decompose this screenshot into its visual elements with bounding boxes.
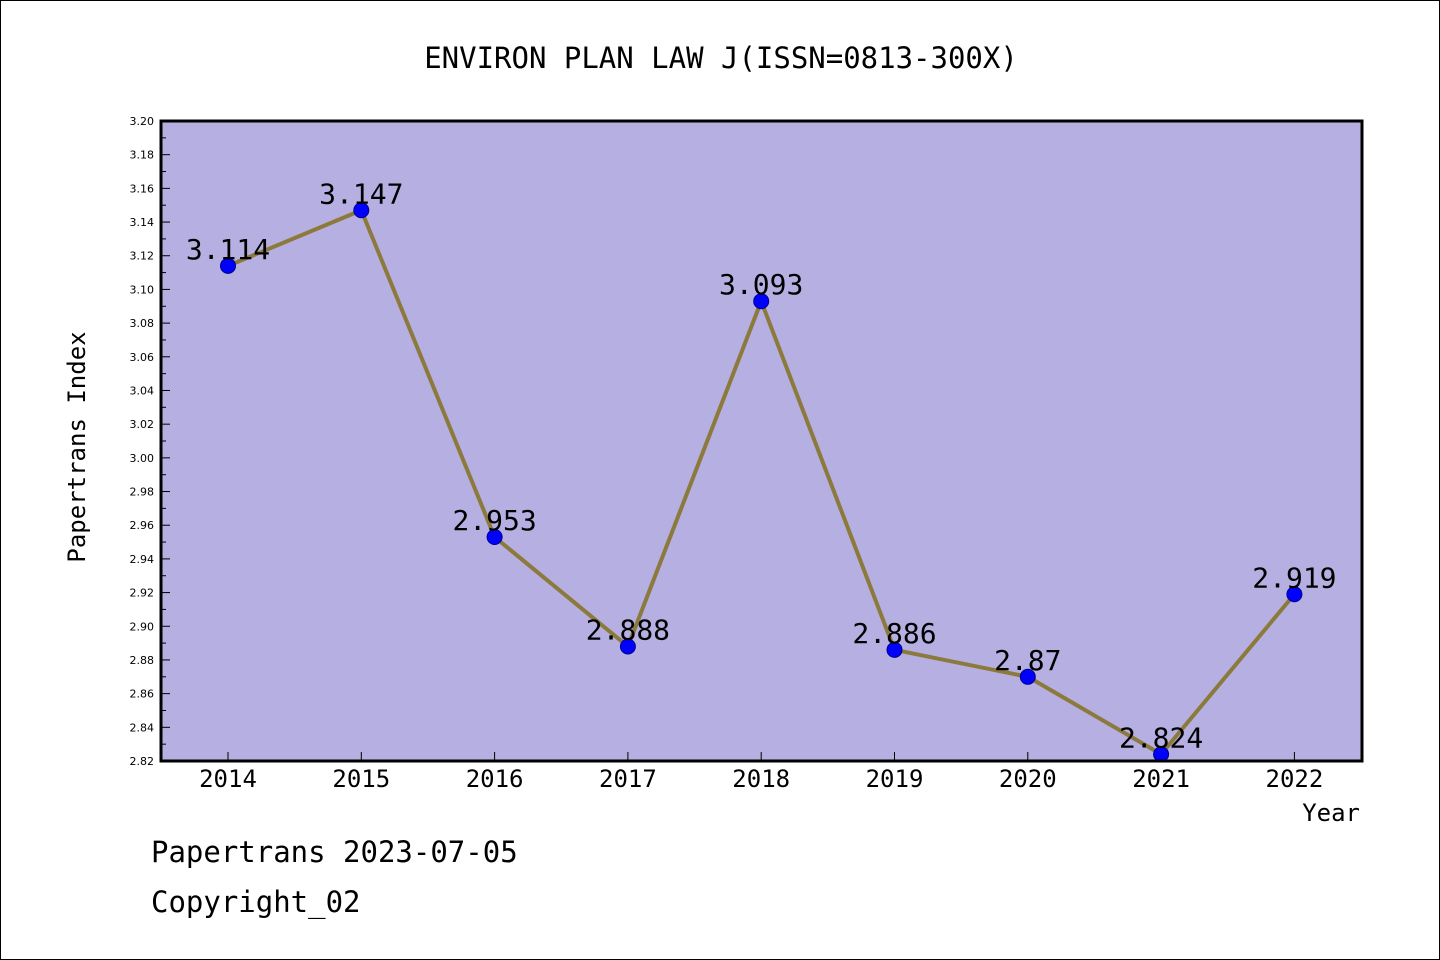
data-label: 2.824	[1119, 721, 1203, 754]
data-point	[753, 293, 770, 310]
data-point	[886, 641, 903, 658]
data-label: 2.87	[994, 644, 1061, 677]
y-tick-label: 2.82	[130, 755, 155, 768]
y-tick-label: 3.16	[130, 182, 155, 195]
y-tick-label: 3.06	[130, 351, 155, 364]
y-tick-label: 3.12	[130, 250, 155, 263]
y-axis: 2.82 2.84 2.86 2.88 2.90 2.92 2.94 2.96 2.98 3.00…	[130, 115, 170, 768]
x-tick-label: 2016	[466, 765, 524, 793]
y-tick-label: 2.90	[130, 620, 155, 633]
x-axis-label: Year	[1302, 799, 1360, 827]
x-axis: 2014 2015 2016 2017 2018 2019 2020 2021 2022	[199, 752, 1323, 793]
y-tick-label: 2.98	[130, 486, 155, 499]
y-tick-label: 2.88	[130, 654, 155, 667]
footer-date: Papertrans 2023-07-05	[151, 835, 518, 869]
data-label: 2.919	[1252, 561, 1336, 594]
y-tick-label: 3.14	[130, 216, 155, 229]
data-point	[1019, 668, 1036, 685]
data-point	[619, 638, 636, 655]
y-tick-label: 2.96	[130, 519, 155, 532]
x-tick-label: 2018	[732, 765, 790, 793]
x-tick-label: 2019	[866, 765, 924, 793]
x-tick-label: 2015	[332, 765, 390, 793]
plot-border	[159, 119, 1364, 763]
x-tick-label: 2017	[599, 765, 657, 793]
plot-area	[161, 121, 1362, 761]
y-tick-label: 2.86	[130, 688, 155, 701]
y-tick-label: 3.04	[130, 384, 155, 397]
y-tick-label: 3.08	[130, 317, 155, 330]
data-label: 2.888	[586, 613, 670, 646]
data-label: 3.114	[186, 233, 270, 266]
x-tick-label: 2022	[1266, 765, 1324, 793]
data-label: 2.953	[452, 504, 536, 537]
chart-title: ENVIRON PLAN LAW J(ISSN=0813-300X)	[424, 41, 1018, 75]
y-tick-label: 2.84	[130, 721, 155, 734]
data-label: 2.886	[852, 617, 936, 650]
data-label: 3.147	[319, 177, 403, 210]
y-tick-label: 3.18	[130, 149, 155, 162]
y-tick-label: 2.92	[130, 587, 155, 600]
data-point	[486, 529, 503, 545]
y-tick-label: 3.00	[130, 452, 155, 465]
y-tick-label: 3.02	[130, 418, 155, 431]
x-tick-label: 2021	[1132, 765, 1190, 793]
data-point	[1286, 586, 1303, 603]
x-tick-label: 2020	[999, 765, 1057, 793]
data-point	[353, 202, 370, 219]
y-tick-label: 3.20	[130, 115, 155, 128]
y-tick-label: 3.10	[130, 283, 155, 296]
x-tick-label: 2014	[199, 765, 257, 793]
footer-copyright: Copyright_02	[151, 885, 361, 919]
data-label: 3.093	[719, 268, 803, 301]
series-layer: 3.114 3.147 2.953 2.888 3.093 2.886 2.87 2.824 2…	[186, 177, 1337, 763]
y-tick-label: 2.94	[130, 553, 155, 566]
y-axis-label: Papertrans Index	[63, 331, 91, 562]
data-point	[220, 257, 236, 274]
